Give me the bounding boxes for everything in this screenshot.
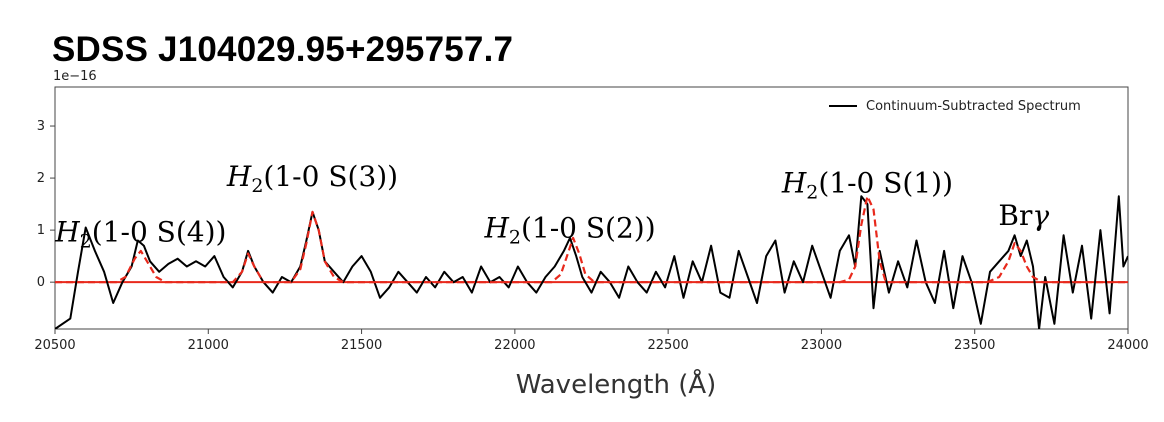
- y-axis: 0 1 2 3: [37, 119, 55, 290]
- y-tick-label: 1: [37, 223, 45, 238]
- chart-title: SDSS J104029.95+295757.7: [52, 30, 514, 69]
- line-annotation: H2(1-0 S(4)): [54, 216, 226, 253]
- legend-label: Continuum-Subtracted Spectrum: [866, 99, 1081, 114]
- line-annotation: H2(1-0 S(2)): [483, 211, 655, 248]
- x-tick-label: 20500: [34, 338, 75, 353]
- y-tick-label: 0: [37, 275, 45, 290]
- y-offset-label: 1e−16: [53, 69, 97, 84]
- y-tick-label: 3: [37, 119, 45, 134]
- x-tick-label: 21000: [188, 338, 229, 353]
- line-annotation: H2(1-0 S(1)): [781, 167, 953, 204]
- x-tick-label: 21500: [341, 338, 382, 353]
- x-tick-label: 22000: [494, 338, 535, 353]
- series-layer: [55, 195, 1128, 329]
- x-axis-label: Wavelength (Å): [516, 368, 717, 400]
- x-tick-label: 23000: [801, 338, 842, 353]
- legend: Continuum-Subtracted Spectrum: [829, 99, 1081, 114]
- x-tick-label: 24000: [1107, 338, 1148, 353]
- annotation-layer: H2(1-0 S(4))H2(1-0 S(3)) H2(1-0 S(2)) H2(1…: [54, 160, 1049, 253]
- line-annotation: Brγ: [998, 199, 1049, 232]
- plot-frame: [54, 86, 1129, 330]
- y-tick-label: 2: [37, 171, 45, 186]
- line-annotation: H2(1-0 S(3)): [226, 160, 398, 197]
- x-axis: 20500 21000 21500 22000 22500 23000 23500 24000: [34, 329, 1149, 353]
- x-tick-label: 23500: [954, 338, 995, 353]
- x-tick-label: 22500: [647, 338, 688, 353]
- fit-line: [55, 195, 1128, 284]
